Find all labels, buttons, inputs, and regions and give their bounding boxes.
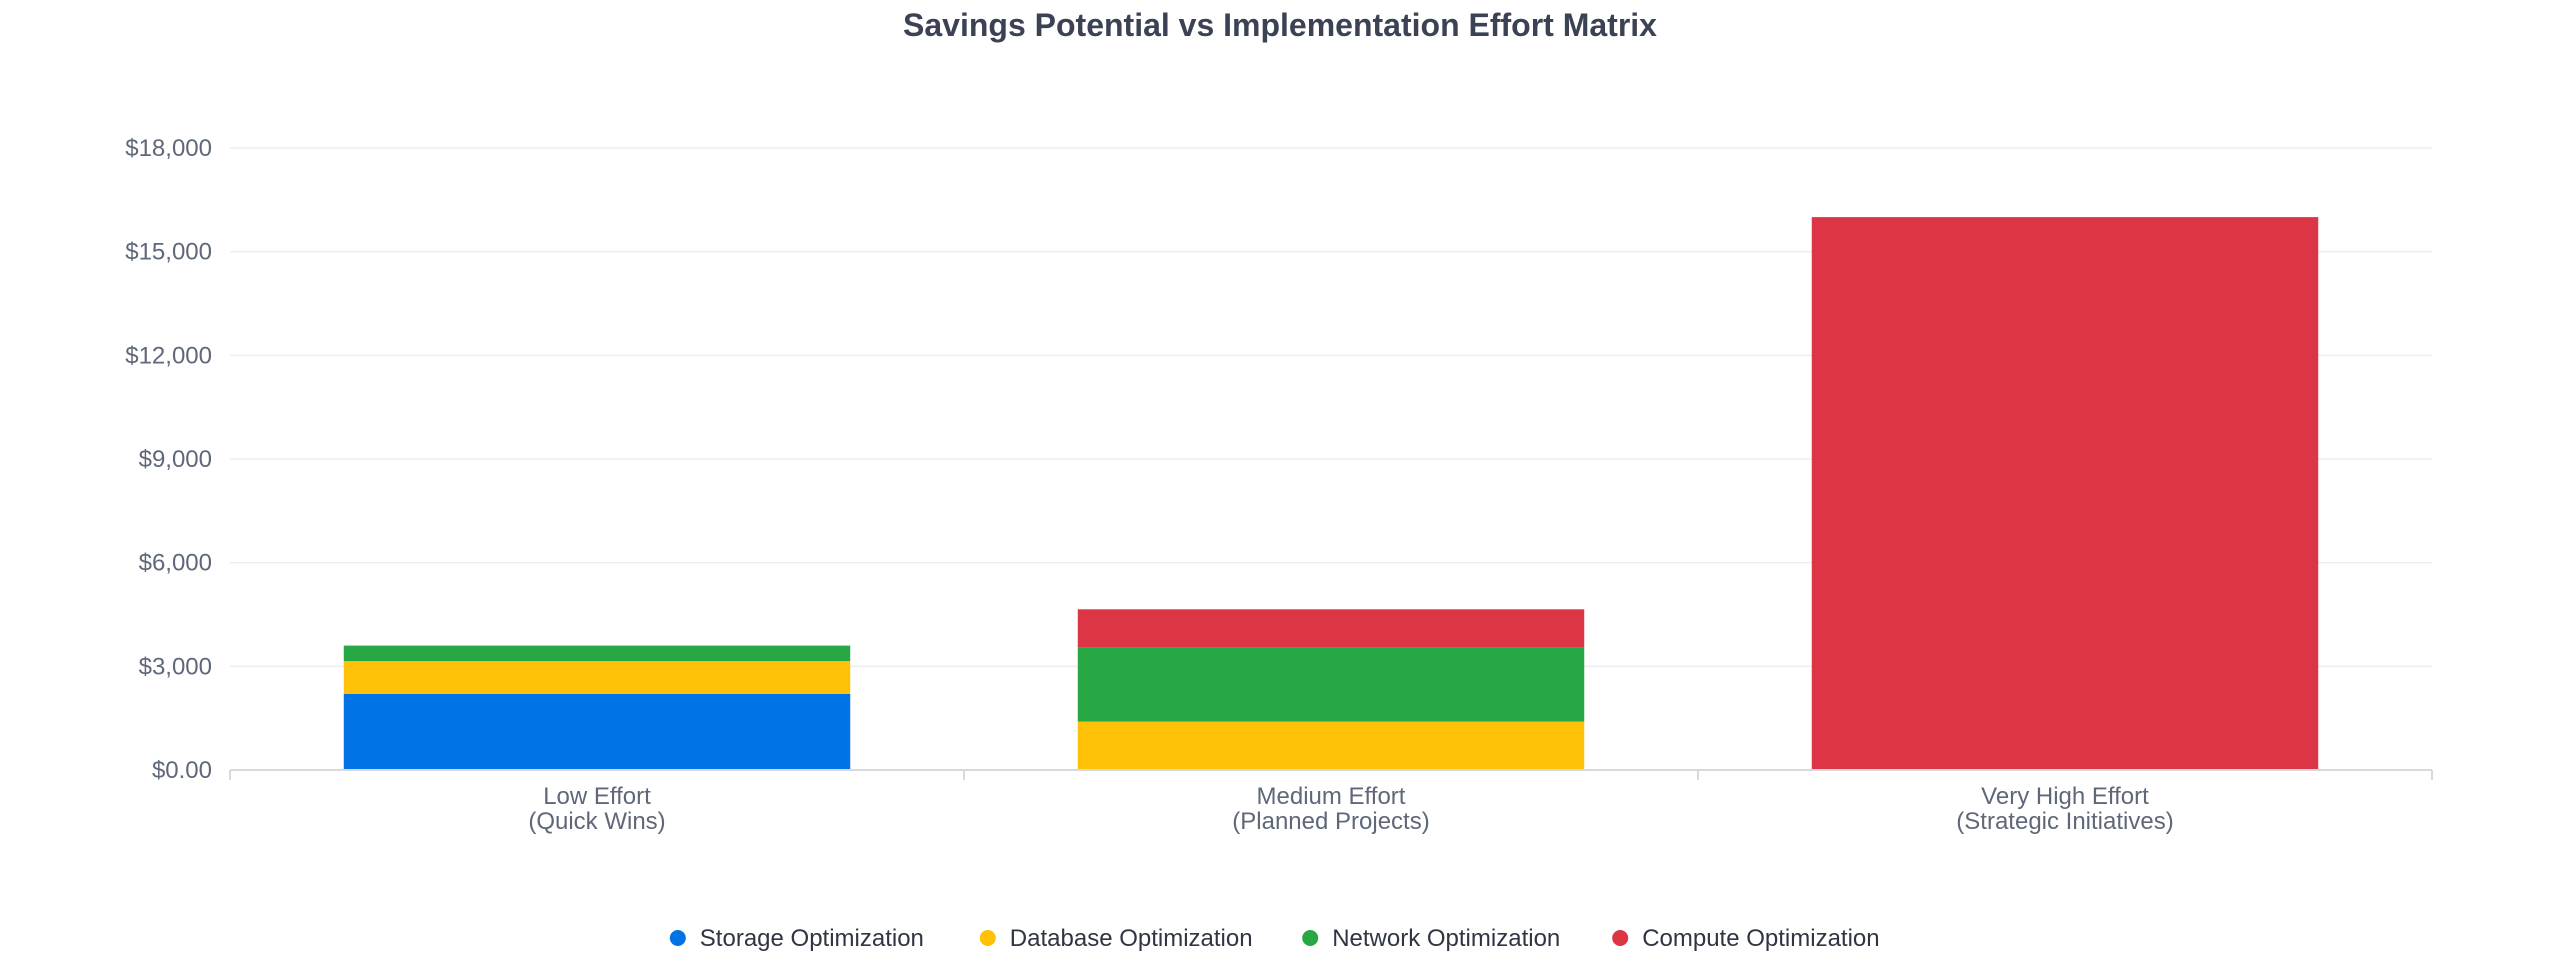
y-tick-label: $0.00 bbox=[152, 757, 212, 784]
x-tick-label-line: (Strategic Initiatives) bbox=[1956, 808, 2173, 835]
bar-segment[interactable] bbox=[343, 693, 851, 770]
bars-layer bbox=[343, 217, 2319, 771]
bar-segment[interactable] bbox=[1077, 721, 1585, 770]
bar-segment[interactable] bbox=[343, 661, 851, 694]
legend-label: Storage Optimization bbox=[700, 925, 924, 952]
legend-marker bbox=[1302, 930, 1319, 946]
y-tick-label: $18,000 bbox=[125, 135, 212, 162]
legend-label: Database Optimization bbox=[1010, 925, 1253, 952]
legend-marker bbox=[669, 930, 686, 946]
legend[interactable]: Storage Optimization Database Optimizatio… bbox=[669, 925, 1880, 952]
bar-segment[interactable] bbox=[1077, 609, 1585, 648]
x-tick-label: Medium Effort (Planned Projects) bbox=[1232, 783, 1429, 835]
bar-segment[interactable] bbox=[1077, 647, 1585, 722]
legend-label: Network Optimization bbox=[1332, 925, 1560, 952]
x-tick-label-line: Medium Effort bbox=[1257, 783, 1406, 810]
y-tick-label: $12,000 bbox=[125, 342, 212, 369]
y-tick-label: $15,000 bbox=[125, 239, 212, 266]
y-tick-label: $6,000 bbox=[139, 550, 212, 577]
bar-segment[interactable] bbox=[1811, 217, 2319, 771]
legend-label: Compute Optimization bbox=[1642, 925, 1879, 952]
x-tick-label-line: (Quick Wins) bbox=[528, 808, 665, 835]
axis-layer: $0.00 $3,000 $6,000 $9,000 $12,000 $15,000 $18… bbox=[125, 135, 2433, 835]
legend-item[interactable]: Network Optimization bbox=[1302, 925, 1560, 952]
legend-marker bbox=[979, 930, 996, 946]
x-tick-label-line: (Planned Projects) bbox=[1232, 808, 1429, 835]
bar-segment[interactable] bbox=[343, 645, 851, 662]
legend-item[interactable]: Database Optimization bbox=[979, 925, 1253, 952]
y-tick-label: $9,000 bbox=[139, 446, 212, 473]
legend-item[interactable]: Compute Optimization bbox=[1612, 925, 1880, 952]
y-tick-label: $3,000 bbox=[139, 653, 212, 680]
legend-item[interactable]: Storage Optimization bbox=[669, 925, 924, 952]
legend-marker bbox=[1612, 930, 1629, 946]
x-tick-label: Very High Effort (Strategic Initiatives) bbox=[1956, 783, 2173, 835]
x-tick-label-line: Low Effort bbox=[543, 783, 651, 810]
x-tick-label: Low Effort (Quick Wins) bbox=[528, 783, 665, 835]
chart-title: Savings Potential vs Implementation Effo… bbox=[903, 7, 1657, 43]
x-tick-label-line: Very High Effort bbox=[1981, 783, 2149, 810]
